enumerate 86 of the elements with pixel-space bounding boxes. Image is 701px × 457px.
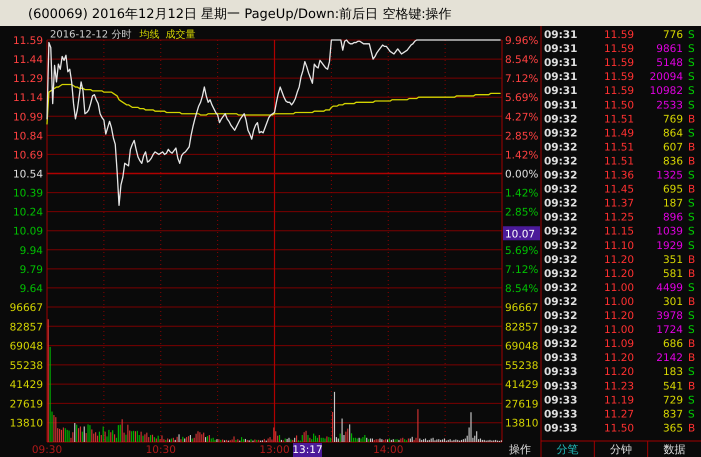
y-tick-label: 69048 (10, 340, 43, 353)
y-tick-label: 13810 (10, 418, 43, 430)
text: 09:33 11.23 541 B (544, 380, 696, 392)
text: 09:31 11.50 2533 S (544, 99, 695, 112)
x-tick-label: 10:30 (146, 444, 176, 456)
y2-tick-label: 8.54% (505, 282, 538, 295)
y-tick-label: 10.39 (12, 188, 43, 200)
y-tick-label: 9.79 (20, 264, 43, 276)
chart-title: 成交量 (165, 30, 196, 40)
x-tick-label: 13:00 (259, 444, 290, 456)
text: 09:32 11.49 864 S (544, 127, 695, 140)
text: 09:32 11.45 695 B (544, 184, 696, 196)
text: 09:32 11.20 351 B (544, 254, 696, 266)
text: 09:32 11.51 836 B (544, 155, 696, 168)
y-tick-label: 9.94 (20, 244, 44, 257)
y-tick-label: 11.14 (12, 92, 44, 104)
text: 09:33 11.50 365 B (544, 422, 696, 434)
text: 09:32 11.20 3978 S (544, 310, 695, 322)
text: 09:33 11.27 837 S (544, 408, 695, 420)
chart-title: (600069) 2016年12月12日 星期一 PageUp/Down:前后日 空格键:操作 (28, 7, 452, 22)
y-tick-label: 11.29 (12, 73, 43, 86)
text: 09:32 11.36 1325 S (544, 170, 695, 182)
y2-tick-label: 1.42% (505, 188, 538, 200)
text: 09:31 11.59 10982 S (544, 85, 695, 98)
text: 09:33 11.20 2142 B (544, 352, 696, 364)
text: 09:33 11.20 183 S (544, 366, 695, 378)
text: 09:31 11.59 20094 S (544, 71, 695, 84)
y-tick-label: 10.84 (12, 130, 44, 142)
y2-tick-label: 8.54% (505, 54, 538, 66)
y2-tick-label: 96667 (505, 302, 538, 314)
text: 09:32 11.10 1929 S (544, 240, 695, 252)
text: 09:32 11.37 187 S (544, 198, 695, 210)
category-label: 数据 (663, 443, 686, 456)
y2-tick-label: 0.00% (505, 168, 538, 180)
y2-tick-label: 27619 (505, 398, 538, 410)
y-tick-label: 82857 (10, 321, 43, 334)
y-tick-label: 55238 (10, 360, 43, 372)
line-series (46, 84, 501, 125)
y-tick-label: 10.99 (12, 111, 43, 124)
text: 09:32 11.00 301 B (544, 296, 696, 308)
y-tick-label: 10.54 (12, 168, 44, 180)
chart-subtitle: 2016-12-12 分时 (50, 28, 132, 40)
x-tick-label: 09:30 (32, 444, 62, 456)
y-tick-label: 9.64 (20, 282, 44, 295)
line-series (46, 39, 501, 206)
y-tick-label: 11.44 (12, 54, 44, 66)
text: 09:32 11.09 686 B (544, 338, 696, 350)
text: 09:32 11.20 581 B (544, 268, 696, 280)
y2-tick-label: 69048 (505, 340, 538, 353)
text: 13:17 (292, 444, 323, 456)
y2-tick-label: 1.42% (505, 149, 538, 162)
y2-tick-label: 13810 (505, 418, 538, 430)
text: 09:31 11.59 5148 S (544, 57, 695, 70)
y2-tick-label: 7.12% (505, 73, 538, 86)
text: 09:32 11.00 4499 S (544, 282, 695, 294)
y-tick-label: 10.24 (12, 206, 44, 219)
category-label: 分笔 (556, 443, 579, 456)
text: 09:31 11.59 776 S (544, 29, 695, 41)
y2-tick-label: 7.12% (505, 264, 538, 276)
text: 09:32 11.00 1724 S (544, 324, 695, 336)
y-tick-label: 96667 (10, 302, 43, 314)
text: 09:31 11.59 9861 S (544, 43, 695, 56)
y2-tick-label: 5.69% (505, 92, 538, 104)
y2-tick-label: 55238 (505, 360, 538, 372)
text: 09:33 11.19 729 S (544, 394, 695, 406)
y-tick-label: 10.09 (12, 226, 43, 238)
text: 09:32 11.25 896 S (544, 212, 695, 224)
y2-tick-label: 41429 (505, 379, 538, 392)
y2-tick-label: 82857 (505, 321, 538, 334)
y2-tick-label: 5.69% (505, 244, 538, 257)
y2-tick-label: 2.85% (505, 206, 538, 219)
y2-tick-label: 2.85% (505, 130, 538, 142)
text: 操作 (509, 443, 531, 456)
text: 09:32 11.15 1039 S (544, 226, 695, 238)
category-label: 分钟 (610, 443, 632, 456)
x-tick-label: 14:00 (373, 444, 404, 456)
y-tick-label: 41429 (10, 379, 43, 392)
y-tick-label: 11.59 (12, 35, 43, 47)
y-tick-label: 10.69 (12, 149, 43, 162)
y-tick-label: 27619 (10, 398, 43, 410)
text: 09:32 11.51 607 B (544, 141, 696, 154)
text: 均线 (138, 28, 160, 40)
y2-tick-label: 4.27% (505, 111, 538, 124)
text: 09:32 11.51 769 B (544, 113, 696, 126)
y2-tick-label: 9.96% (505, 35, 538, 47)
annotation: 10.07 (505, 228, 536, 240)
